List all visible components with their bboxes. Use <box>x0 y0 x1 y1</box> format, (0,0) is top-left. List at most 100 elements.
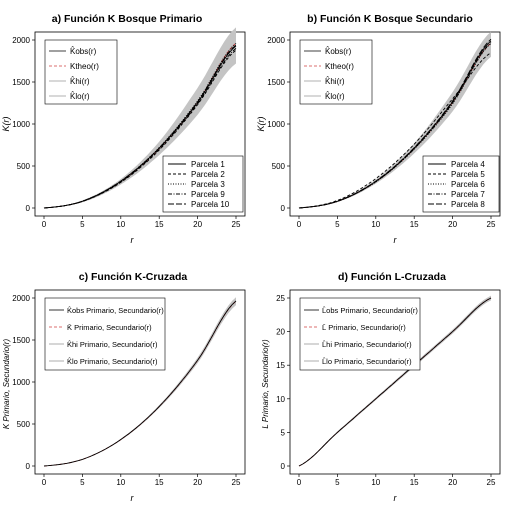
y-tick-label: 2000 <box>12 36 30 45</box>
y-tick-label: 10 <box>276 395 285 404</box>
y-tick-label: 20 <box>276 328 285 337</box>
panel-a-legend-label-3: K̂hi(r) <box>70 77 90 86</box>
panel-b-legend-label-2: Ktheo(r) <box>325 62 354 71</box>
panel-a-axes: 0 5 10 15 20 25 0 500 1000 1500 2000 <box>12 36 241 229</box>
x-tick-label: 0 <box>42 220 47 229</box>
panel-d: d) Función L-Cruzada 0 5 10 15 20 25 0 5 10 15 20 2… <box>261 271 501 503</box>
x-tick-label: 5 <box>335 478 340 487</box>
series-line <box>298 297 492 467</box>
panel-a-ylabel: K(r) <box>1 117 11 132</box>
x-tick-label: 20 <box>448 478 457 487</box>
series-line <box>43 300 237 467</box>
x-tick-label: 10 <box>116 220 125 229</box>
x-tick-label: 25 <box>232 220 241 229</box>
panel-c-legend-label-4: K̂lo Primario, Secundario(r) <box>67 357 158 366</box>
panel-d-legend-top: L̂obs Primario, Secundario(r) L̄ Primari… <box>299 297 421 371</box>
panel-d-lines <box>298 297 492 467</box>
y-tick-label: 0 <box>26 204 31 213</box>
x-tick-label: 0 <box>297 478 302 487</box>
panel-a-xlabel: r <box>131 235 135 245</box>
panel-a-legend-top: K̂obs(r) Ktheo(r) K̂hi(r) K̂lo(r) <box>44 39 118 105</box>
panel-c-legend-top-box <box>44 297 166 371</box>
panel-b-xlabel: r <box>394 235 398 245</box>
panel-c: c) Función K-Cruzada 0 5 10 15 20 25 0 500 1000 1… <box>2 271 246 503</box>
x-tick-label: 20 <box>448 220 457 229</box>
y-tick-label: 0 <box>281 204 286 213</box>
panel-d-legend-label-1: L̂obs Primario, Secundario(r) <box>322 306 418 315</box>
panel-a-legend-label-1: K̂obs(r) <box>70 47 97 56</box>
panel-a-legend-parcela-label-5: Parcela 10 <box>191 200 230 209</box>
x-tick-label: 10 <box>116 478 125 487</box>
x-tick-label: 0 <box>42 478 47 487</box>
y-tick-label: 1000 <box>267 120 285 129</box>
y-tick-label: 25 <box>276 294 285 303</box>
panel-d-ylabel: L Primario, Secundario(r) <box>261 339 270 429</box>
series-line <box>43 43 237 209</box>
panel-b: b) Función K Bosque Secundario 0 5 10 15 20 2… <box>256 13 501 245</box>
x-tick-label: 25 <box>232 478 241 487</box>
panel-b-legend-parcela-label-3: Parcela 6 <box>451 180 485 189</box>
x-tick-label: 20 <box>193 220 202 229</box>
x-tick-label: 20 <box>193 478 202 487</box>
y-tick-label: 0 <box>26 462 31 471</box>
x-tick-label: 15 <box>410 478 419 487</box>
y-tick-label: 1000 <box>12 120 30 129</box>
panel-b-legend-label-3: K̂hi(r) <box>325 77 345 86</box>
panel-d-title: d) Función L-Cruzada <box>338 271 446 283</box>
panel-a-legend-parcela-label-3: Parcela 3 <box>191 180 225 189</box>
x-tick-label: 5 <box>335 220 340 229</box>
x-tick-label: 10 <box>371 478 380 487</box>
panel-b-legend-bottom: Parcela 4 Parcela 5 Parcela 6 Parcela 7 … <box>422 155 500 213</box>
panel-d-legend-top-box <box>299 297 421 371</box>
panel-d-axes: 0 5 10 15 20 25 0 5 10 15 20 25 <box>276 294 496 487</box>
panel-a-legend-parcela-label-2: Parcela 2 <box>191 170 225 179</box>
x-tick-label: 15 <box>410 220 419 229</box>
panel-d-plot-frame <box>289 289 501 475</box>
panel-c-lines <box>43 300 237 467</box>
panel-b-legend-parcela-label-4: Parcela 7 <box>451 190 485 199</box>
y-tick-label: 1500 <box>267 78 285 87</box>
panel-b-legend-label-4: K̂lo(r) <box>325 92 345 101</box>
y-tick-label: 2000 <box>267 36 285 45</box>
x-tick-label: 0 <box>297 220 302 229</box>
y-tick-label: 15 <box>276 361 285 370</box>
panel-b-lines <box>298 38 492 209</box>
panel-a-legend-bottom: Parcela 1 Parcela 2 Parcela 3 Parcela 9 … <box>162 155 244 213</box>
y-tick-label: 1000 <box>12 378 30 387</box>
panel-c-axes: 0 5 10 15 20 25 0 500 1000 1500 2000 <box>12 294 241 487</box>
x-tick-label: 15 <box>155 220 164 229</box>
y-tick-label: 0 <box>281 462 286 471</box>
x-tick-label: 5 <box>80 478 85 487</box>
panel-c-legend-label-1: K̂obs Primario, Secundario(r) <box>67 306 164 315</box>
panel-a-title: a) Función K Bosque Primario <box>52 13 203 25</box>
panel-d-legend-label-4: L̂lo Primario, Secundario(r) <box>322 357 412 366</box>
panel-b-legend-label-1: K̂obs(r) <box>325 47 352 56</box>
panel-b-legend-parcela-label-1: Parcela 4 <box>451 160 485 169</box>
y-tick-label: 500 <box>17 162 31 171</box>
panel-c-title: c) Función K-Cruzada <box>79 271 188 283</box>
x-tick-label: 5 <box>80 220 85 229</box>
series-line <box>298 52 492 209</box>
y-tick-label: 5 <box>281 428 286 437</box>
panel-d-legend-label-2: L̄ Primario, Secundario(r) <box>322 323 406 332</box>
series-line <box>43 44 237 209</box>
x-tick-label: 25 <box>487 478 496 487</box>
panel-c-legend-top: K̂obs Primario, Secundario(r) K̄ Primari… <box>44 297 166 371</box>
panel-a: a) Función K Bosque Primario 0 5 10 15 20 250… <box>1 13 246 245</box>
panel-a-legend-label-4: K̂lo(r) <box>70 92 90 101</box>
panel-d-xlabel: r <box>394 493 398 503</box>
x-tick-label: 15 <box>155 478 164 487</box>
series-line <box>298 38 492 209</box>
panel-b-title: b) Función K Bosque Secundario <box>307 13 473 25</box>
panel-c-ylabel: K Primario, Secundario(r) <box>2 339 11 430</box>
panel-c-legend-label-2: K̄ Primario, Secundario(r) <box>67 323 152 332</box>
y-tick-label: 1500 <box>12 336 30 345</box>
panel-b-legend-parcela-label-5: Parcela 8 <box>451 200 485 209</box>
panel-b-legend-top: K̂obs(r) Ktheo(r) K̂hi(r) K̂lo(r) <box>299 39 373 105</box>
panel-a-legend-parcela-label-1: Parcela 1 <box>191 160 225 169</box>
y-tick-label: 1500 <box>12 78 30 87</box>
y-tick-label: 500 <box>272 162 286 171</box>
panel-a-lines <box>43 42 237 209</box>
x-tick-label: 10 <box>371 220 380 229</box>
panel-d-legend-label-3: L̂hi Primario, Secundario(r) <box>322 340 412 349</box>
